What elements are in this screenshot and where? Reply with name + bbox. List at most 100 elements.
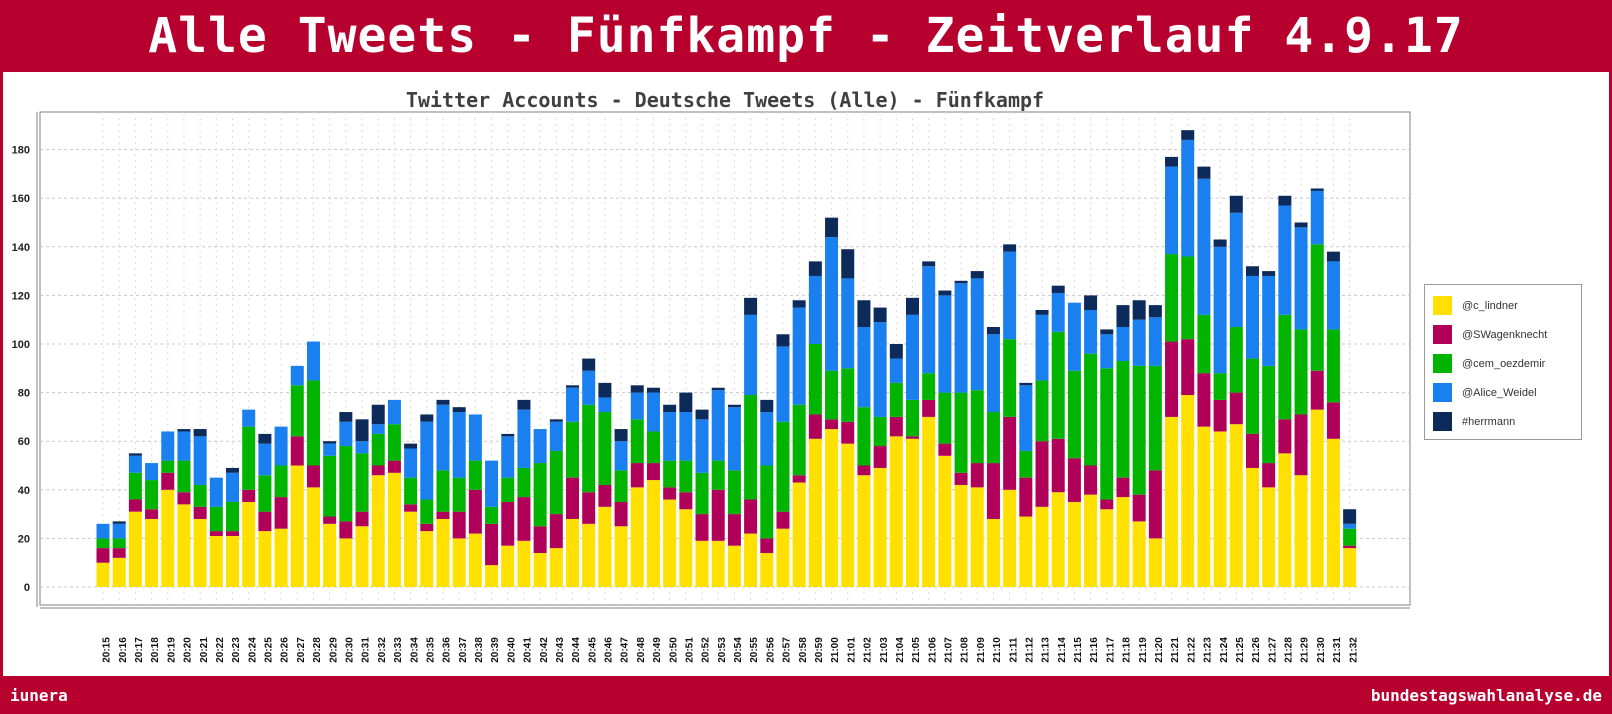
bar-segment [339,412,353,422]
bar-segment [1310,370,1324,410]
bar-segment [533,552,547,587]
bar-segment [1051,331,1065,439]
x-tick-label: 20:17 [134,637,145,663]
bar-segment [776,421,790,512]
bar-segment [679,460,693,493]
bar-segment [873,307,887,323]
bar-segment [1245,275,1259,359]
bar-segment [258,531,272,587]
bar-segment [404,504,418,512]
footer-brand: iunera [10,686,68,705]
bar-segment [177,429,191,432]
chart-legend: @c_lindner @SWagenknecht @cem_oezdemir @Ali… [1424,284,1582,440]
y-tick-label: 120 [12,290,30,302]
x-tick-label: 20:19 [166,637,177,663]
bar-segment [339,421,353,447]
x-tick-label: 21:05 [911,637,922,663]
bar-segment [1278,419,1292,454]
bar-segment [566,385,580,388]
bar-segment [695,540,709,587]
bar-segment [1051,438,1065,493]
bar-segment [679,392,693,413]
bar-segment [404,477,418,505]
bar-segment [792,404,806,476]
bar-segment [614,501,628,527]
bar-segment [436,470,450,512]
bar-segment [1116,497,1130,587]
legend-swatch [1433,354,1452,373]
x-tick-label: 21:01 [846,637,857,663]
bar-segment [1326,261,1340,330]
bar-segment [922,373,936,400]
bar-segment [387,472,401,587]
x-tick-label: 20:16 [118,637,129,663]
x-tick-label: 20:35 [425,637,436,663]
bar-segment [274,528,288,587]
bar-segment [808,261,822,276]
x-tick-label: 20:34 [409,637,420,663]
bar-segment [1181,256,1195,340]
bar-segment [841,278,855,369]
bar-segment [679,492,693,510]
bar-segment [906,297,919,315]
bar-segment [517,497,531,541]
bar-segment [1197,178,1211,315]
bar-segment [306,341,320,381]
bar-segment [1165,416,1179,587]
bar-segment [1019,450,1033,478]
bar-segment [1310,190,1324,245]
x-tick-label: 20:47 [620,637,631,663]
bar-segment [1310,188,1324,191]
bar-segment [695,472,709,515]
bar-segment [323,441,337,444]
bar-segment [436,399,450,405]
legend-item: @cem_oezdemir [1425,349,1581,378]
bar-segment [614,470,628,502]
bar-segment [452,412,466,478]
legend-item: @SWagenknecht [1425,320,1581,349]
bar-segment [1003,339,1017,417]
bar-segment [938,392,952,444]
bar-segment [177,460,191,493]
bar-segment [1197,314,1211,374]
bar-segment [582,492,596,524]
bar-segment [760,552,774,587]
bar-segment [420,499,434,524]
x-tick-label: 20:18 [150,637,161,663]
bar-segment [1084,465,1098,495]
bar-segment [420,414,434,422]
bar-segment [1181,395,1195,587]
bar-segment [776,528,790,587]
x-tick-label: 21:14 [1057,637,1068,663]
bar-segment [663,404,677,413]
bar-segment [1067,501,1081,587]
y-tick-label: 100 [12,339,30,351]
bar-segment [1148,365,1162,471]
bar-segment [209,535,223,587]
x-tick-label: 21:09 [976,637,987,663]
page-title: Alle Tweets - Fünfkampf - Zeitverlauf 4.… [0,0,1612,72]
x-tick-label: 20:42 [539,637,550,663]
x-tick-label: 21:07 [944,637,955,663]
bar-segment [371,433,385,466]
bar-segment [1229,326,1243,393]
bar-segment [112,548,126,558]
bar-segment [1165,166,1179,255]
x-tick-label: 20:37 [458,637,469,663]
bar-segment [1343,548,1357,587]
bar-segment [145,463,159,481]
bar-segment [1003,251,1017,340]
x-tick-label: 21:21 [1170,637,1181,663]
bar-segment [1262,275,1276,366]
x-tick-label: 20:54 [733,637,744,663]
bar-segment [1067,302,1081,371]
bar-segment [290,385,304,437]
x-tick-label: 20:55 [749,637,760,663]
x-tick-label: 20:29 [328,637,339,663]
bar-segment [792,475,806,483]
bar-segment [209,506,223,532]
bar-segment [501,433,515,437]
bar-segment [145,518,159,587]
x-tick-label: 21:20 [1154,637,1165,663]
bar-segment [566,387,580,422]
